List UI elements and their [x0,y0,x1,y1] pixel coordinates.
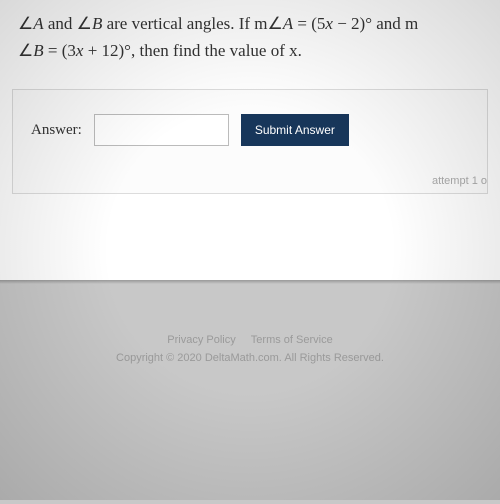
q-var-a2: A [283,14,293,33]
desk-area: Privacy Policy Terms of Service Copyrigh… [0,284,500,504]
screen-area: ∠A and ∠B are vertical angles. If m∠A = … [0,0,500,280]
attempt-counter: attempt 1 o [432,175,487,187]
copyright-text: Copyright © 2020 DeltaMath.com. All Righ… [0,352,500,364]
submit-answer-button[interactable]: Submit Answer [241,114,349,146]
q-part: = (5 [293,14,325,33]
q-part: − 2)° and m [333,14,418,33]
q-var-b: B [92,14,102,33]
q-part: and ∠ [44,14,92,33]
answer-panel: Answer: Submit Answer attempt 1 o [12,89,488,194]
q-part: + 12)°, then find the value of x. [83,41,301,60]
q-var-x1: x [325,14,333,33]
q-var-a: A [33,14,43,33]
footer-links: Privacy Policy Terms of Service [0,334,500,346]
answer-row: Answer: Submit Answer [31,114,469,146]
q-part: = (3 [44,41,76,60]
terms-link[interactable]: Terms of Service [251,334,333,346]
question-text: ∠A and ∠B are vertical angles. If m∠A = … [0,0,500,89]
q-part: ∠ [18,41,33,60]
answer-input[interactable] [94,114,229,146]
q-part: ∠ [18,14,33,33]
privacy-link[interactable]: Privacy Policy [167,334,235,346]
q-var-b2: B [33,41,43,60]
q-part: are vertical angles. If m∠ [102,14,282,33]
answer-label: Answer: [31,122,82,139]
